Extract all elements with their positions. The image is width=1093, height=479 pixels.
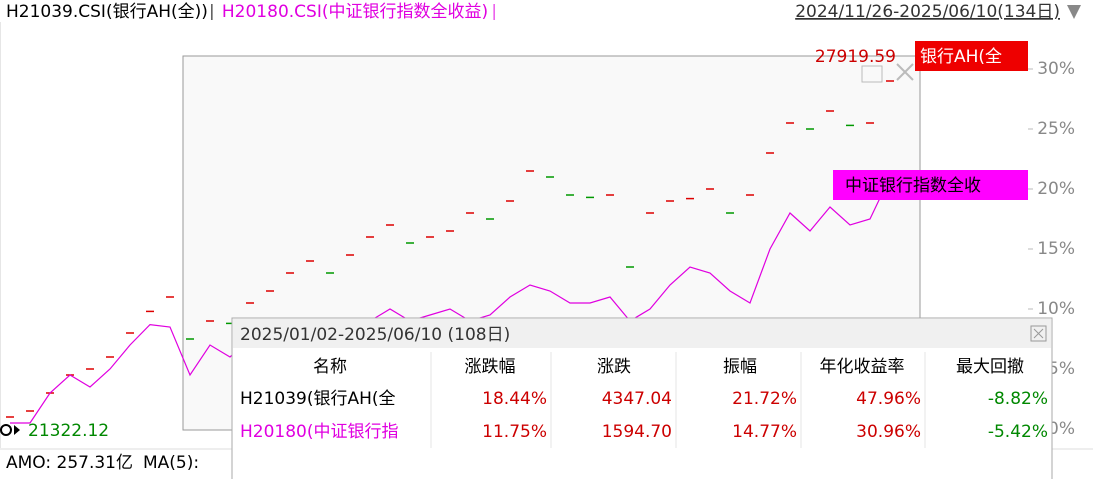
stat-value: 21.72% <box>732 389 797 409</box>
stat-value: 47.96% <box>856 389 921 409</box>
y-tick-label: 5% <box>1048 359 1075 379</box>
y-tick-label: 0% <box>1048 419 1075 439</box>
column-header: 振幅 <box>723 357 757 377</box>
zoom-icon <box>861 65 883 83</box>
y-tick-label: 20% <box>1037 179 1075 199</box>
legend-entry: H20180.CSI(中证银行指数全收益) <box>222 2 488 22</box>
y-tick-label: 15% <box>1037 239 1075 259</box>
price-high: 27919.59 <box>815 47 896 67</box>
marker-icon <box>14 425 20 435</box>
dropdown-arrow[interactable] <box>1067 5 1081 19</box>
y-tick-label: 10% <box>1037 299 1075 319</box>
stat-value: 30.96% <box>856 422 921 442</box>
column-header: 年化收益率 <box>820 357 905 377</box>
stat-value: 11.75% <box>482 422 547 442</box>
footer-amount: AMO: 257.31亿 <box>6 453 133 473</box>
row-name: H21039(银行AH(全 <box>240 389 396 409</box>
column-header: 名称 <box>313 357 347 377</box>
close-button-icon <box>1033 328 1044 339</box>
stats-panel-title: 2025/01/02-2025/06/10 (108日) <box>240 325 510 345</box>
series-tag <box>915 41 1028 71</box>
stats-panel-titlebar <box>233 319 1051 348</box>
series-tag-label: 银行AH(全 <box>920 47 1002 67</box>
legend-entry: H21039.CSI(银行AH(全)) <box>6 2 208 22</box>
price-low: 21322.12 <box>28 421 109 441</box>
column-header: 涨跌幅 <box>465 357 516 377</box>
date-range: 2024/11/26-2025/06/10(134日) <box>795 2 1060 22</box>
close-button[interactable] <box>1030 325 1047 342</box>
stat-value: -5.42% <box>988 422 1048 442</box>
stat-value: 14.77% <box>732 422 797 442</box>
row-name: H20180(中证银行指 <box>240 422 399 442</box>
stat-value: 4347.04 <box>602 389 672 409</box>
index-line <box>10 176 891 424</box>
y-tick-label: 30% <box>1037 59 1075 79</box>
y-tick-label: 25% <box>1037 119 1075 139</box>
column-header: 最大回撤 <box>956 357 1024 377</box>
stat-value: -8.82% <box>988 389 1048 409</box>
close-selection-icon[interactable] <box>896 63 914 81</box>
stat-value: 1594.70 <box>602 422 672 442</box>
marker-icon <box>0 424 12 436</box>
series-tag <box>833 170 1028 200</box>
series-tag-label: 中证银行指数全收 <box>845 176 981 196</box>
column-header: 涨跌 <box>597 357 631 377</box>
footer-ma: MA(5): <box>143 453 199 473</box>
stat-value: 18.44% <box>482 389 547 409</box>
